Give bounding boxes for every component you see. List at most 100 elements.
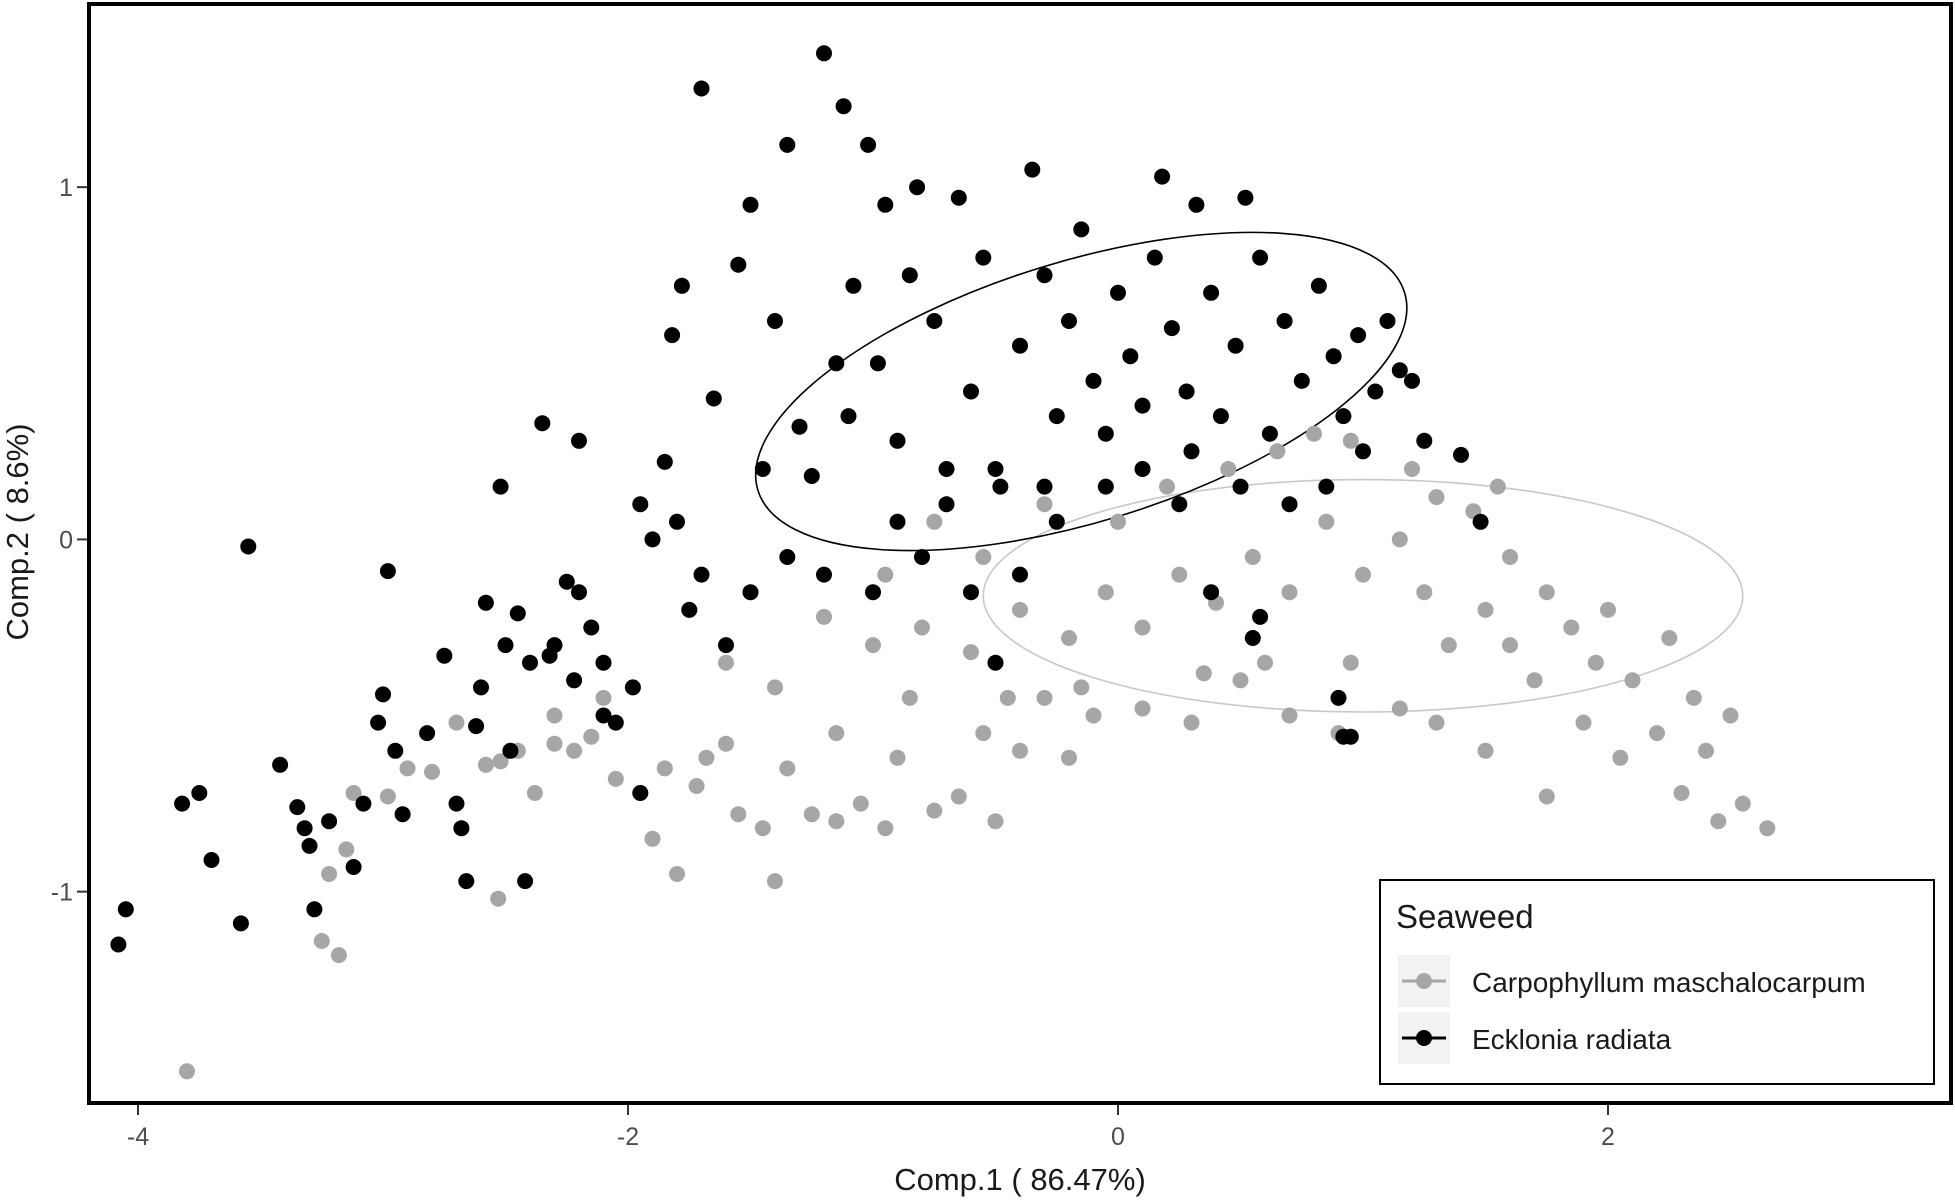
data-point bbox=[468, 718, 485, 735]
data-point bbox=[1237, 189, 1254, 206]
data-point bbox=[718, 654, 734, 671]
data-point bbox=[1310, 277, 1327, 294]
data-point bbox=[1122, 348, 1139, 365]
data-point bbox=[546, 735, 563, 752]
data-point bbox=[1134, 461, 1151, 477]
data-point bbox=[1110, 284, 1126, 301]
data-point bbox=[477, 594, 494, 611]
data-point bbox=[1306, 425, 1322, 442]
data-point bbox=[767, 873, 783, 890]
data-point bbox=[1276, 313, 1293, 329]
data-point bbox=[1261, 425, 1278, 442]
data-point bbox=[1624, 672, 1641, 689]
data-point bbox=[607, 714, 624, 731]
data-point bbox=[865, 637, 881, 654]
data-point bbox=[1061, 630, 1077, 646]
data-point bbox=[909, 179, 926, 196]
data-point bbox=[1171, 496, 1188, 513]
data-point bbox=[289, 799, 306, 816]
data-point bbox=[1085, 372, 1102, 389]
data-point bbox=[1220, 461, 1237, 477]
data-point bbox=[669, 513, 685, 530]
data-point bbox=[718, 637, 734, 654]
data-point bbox=[779, 549, 796, 565]
data-point bbox=[860, 136, 877, 153]
data-point bbox=[399, 760, 416, 777]
data-point bbox=[673, 277, 690, 294]
data-point bbox=[448, 795, 465, 812]
data-point bbox=[1134, 700, 1151, 717]
data-point bbox=[1325, 348, 1342, 365]
data-point bbox=[1759, 820, 1776, 837]
data-point bbox=[490, 890, 507, 907]
data-point bbox=[1134, 397, 1151, 414]
data-point bbox=[877, 196, 894, 213]
data-point bbox=[1734, 795, 1751, 812]
data-point bbox=[950, 189, 967, 206]
data-point bbox=[963, 383, 979, 400]
data-point bbox=[1097, 584, 1114, 601]
data-point bbox=[1685, 689, 1702, 706]
data-point bbox=[110, 936, 127, 953]
data-point bbox=[901, 267, 918, 284]
data-point bbox=[355, 795, 372, 812]
data-point bbox=[644, 531, 661, 548]
data-point bbox=[1257, 654, 1273, 671]
data-point bbox=[458, 873, 475, 890]
data-point bbox=[1355, 443, 1371, 460]
data-point bbox=[1526, 672, 1543, 689]
data-point bbox=[379, 563, 396, 580]
data-point bbox=[497, 637, 514, 654]
data-point bbox=[330, 947, 347, 964]
data-point bbox=[1489, 478, 1506, 495]
data-point bbox=[522, 654, 538, 671]
data-point bbox=[828, 355, 845, 372]
data-point bbox=[1281, 584, 1298, 601]
data-point bbox=[705, 390, 722, 407]
data-point bbox=[688, 778, 705, 794]
data-point bbox=[240, 538, 257, 555]
data-point bbox=[1134, 619, 1151, 636]
data-point bbox=[313, 933, 330, 949]
data-point bbox=[1722, 707, 1739, 724]
data-point bbox=[845, 277, 862, 294]
data-point bbox=[1416, 584, 1433, 601]
data-point bbox=[424, 763, 440, 780]
legend-title: Seaweed bbox=[1396, 898, 1534, 935]
data-point bbox=[1472, 513, 1489, 530]
legend-label: Carpophyllum maschalocarpum bbox=[1472, 967, 1866, 998]
data-point bbox=[1428, 489, 1445, 506]
data-point bbox=[1600, 601, 1616, 618]
data-point bbox=[767, 313, 783, 329]
data-point bbox=[1404, 461, 1420, 477]
data-point bbox=[656, 453, 673, 470]
data-point bbox=[889, 513, 906, 530]
legend-box bbox=[1379, 879, 1935, 1085]
data-point bbox=[370, 714, 387, 731]
data-point bbox=[375, 686, 391, 703]
data-point bbox=[742, 584, 759, 601]
data-point bbox=[558, 573, 575, 590]
x-tick-label: -2 bbox=[617, 1123, 639, 1151]
data-point bbox=[1318, 513, 1335, 530]
data-point bbox=[1330, 689, 1347, 706]
data-point bbox=[1404, 372, 1420, 389]
data-point bbox=[571, 584, 587, 601]
data-point bbox=[1012, 566, 1028, 583]
data-point bbox=[1183, 714, 1200, 731]
data-point bbox=[1163, 320, 1180, 337]
data-point bbox=[1612, 749, 1629, 766]
data-point bbox=[889, 432, 906, 449]
data-point bbox=[1477, 742, 1494, 759]
data-point bbox=[963, 644, 979, 661]
data-point bbox=[1183, 443, 1200, 460]
data-point bbox=[828, 725, 845, 742]
data-point bbox=[607, 770, 624, 787]
legend: Seaweed Carpophyllum maschalocarpum Eckl… bbox=[1379, 879, 1935, 1085]
data-point bbox=[1379, 313, 1396, 329]
data-point bbox=[345, 859, 362, 875]
data-point bbox=[1036, 496, 1053, 513]
data-point bbox=[526, 785, 543, 801]
data-point bbox=[938, 461, 955, 477]
data-point bbox=[877, 566, 894, 583]
